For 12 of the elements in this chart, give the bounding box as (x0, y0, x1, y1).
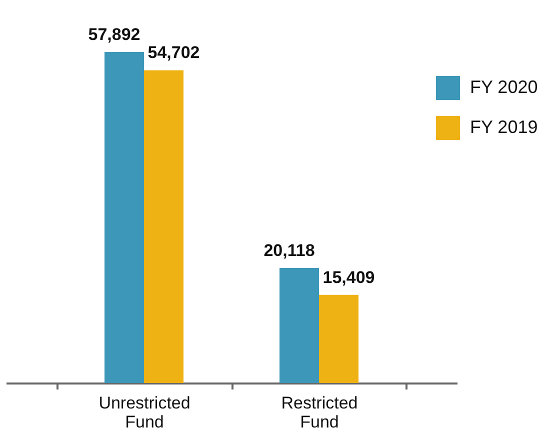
data-label: 20,118 (264, 240, 315, 260)
data-label: 54,702 (148, 43, 200, 62)
x-tick-label: Restricted Fund (281, 394, 358, 432)
data-label: 57,892 (88, 25, 140, 44)
legend-label: FY 2019 (470, 117, 538, 137)
bar (280, 268, 319, 383)
data-label: 15,409 (322, 268, 375, 287)
bar (144, 70, 184, 383)
x-tick-label: Unrestricted Fund (98, 394, 190, 432)
legend-label: FY 2020 (470, 77, 538, 97)
bar (319, 294, 358, 383)
bar (104, 52, 144, 383)
